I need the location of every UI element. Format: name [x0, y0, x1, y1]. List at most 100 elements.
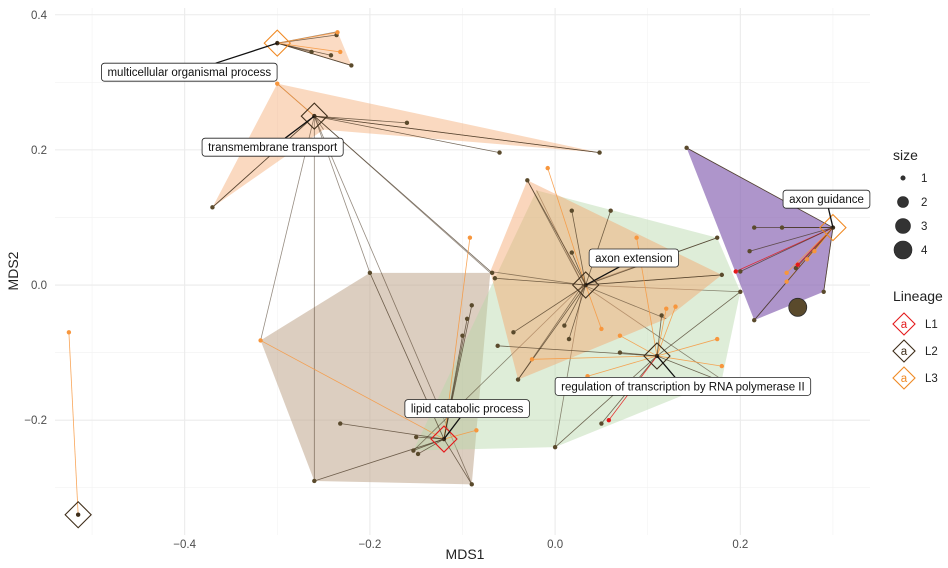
data-point [752, 317, 757, 323]
data-point [275, 81, 280, 86]
data-point [404, 120, 410, 126]
data-point [545, 165, 550, 171]
callout-pointer [827, 208, 834, 228]
data-point [467, 235, 473, 240]
cluster-spoke [526, 180, 584, 286]
data-point [492, 276, 498, 281]
x-tick-label: 0.0 [547, 539, 563, 551]
data-point [793, 265, 799, 271]
edge-line [277, 42, 341, 53]
edge-line [585, 284, 602, 330]
callout-pointer [443, 417, 461, 440]
edge-line [740, 227, 834, 272]
data-point [634, 235, 639, 240]
edge-line [314, 438, 445, 482]
data-points [66, 30, 826, 487]
edge-line [656, 308, 667, 357]
lineage-legend-key [892, 339, 916, 363]
edge-line [443, 438, 473, 485]
lineage-key-glyph: a [901, 319, 908, 331]
edge-line [314, 115, 600, 153]
hub-diamond [300, 102, 329, 130]
data-point [312, 478, 317, 484]
hub-diamond [819, 213, 847, 242]
edge-line [277, 83, 315, 117]
data-point [66, 330, 72, 335]
data-point [733, 269, 738, 274]
edge-line [497, 345, 658, 357]
hub-diamond [643, 342, 671, 370]
lineage-legend-label: L2 [925, 346, 938, 358]
callout-pointer [215, 42, 278, 64]
size-legend-key [895, 218, 911, 234]
edge-line [314, 115, 500, 153]
data-point [338, 421, 343, 426]
y-axis-ticks: −0.2 0.0 0.2 0.4 [24, 10, 47, 427]
edge-line [277, 34, 337, 44]
hub-center-point [75, 512, 81, 517]
callout-box [404, 399, 530, 419]
data-point [606, 417, 612, 423]
cluster-spoke [582, 284, 741, 293]
data-point [328, 53, 334, 58]
callout-pointer [656, 355, 676, 378]
edge-line [753, 227, 834, 321]
edge-line [417, 438, 445, 455]
cluster-spoke [490, 271, 583, 286]
callout-box [201, 137, 344, 157]
data-point [552, 444, 558, 450]
data-point [684, 145, 689, 151]
data-point [597, 150, 602, 155]
data-point [719, 272, 725, 278]
cluster-hull [490, 180, 722, 380]
data-point [714, 336, 720, 342]
hub-diamond [263, 29, 292, 57]
callout-box [588, 248, 679, 268]
edge-line [585, 274, 722, 286]
callout-label: multicellular organismal process [107, 67, 271, 79]
cluster-spoke [554, 284, 584, 448]
callout-label: axon extension [595, 253, 672, 265]
data-point [784, 270, 789, 276]
edge-line [513, 284, 586, 333]
data-point [569, 208, 574, 213]
data-point [804, 257, 810, 262]
y-axis-title: MDS2 [5, 251, 21, 290]
y-tick-label: −0.2 [24, 415, 47, 427]
lineage-legend-label: L3 [925, 373, 938, 385]
callout-box [554, 376, 812, 396]
x-axis-title: MDS1 [446, 546, 485, 562]
callout-box [782, 189, 871, 209]
data-point [411, 448, 416, 453]
data-point [747, 249, 752, 254]
size-legend-label: 4 [921, 245, 928, 257]
data-point [258, 338, 263, 343]
data-point [497, 150, 502, 155]
x-axis-ticks: −0.4 −0.2 0.0 0.2 [173, 539, 748, 551]
size-legend-keys: 1 2 3 4 [893, 173, 928, 260]
x-tick-label: 0.2 [732, 539, 748, 551]
hub-diamond [430, 425, 458, 453]
data-point [738, 289, 743, 294]
data-point [335, 30, 340, 35]
callout-label: axon guidance [789, 194, 864, 206]
cluster-spoke [413, 284, 584, 451]
data-point [812, 249, 817, 254]
data-point [738, 269, 743, 274]
edge-line [526, 180, 587, 286]
data-point [562, 323, 567, 328]
data-point [338, 49, 343, 55]
y-tick-label: 0.0 [31, 280, 47, 292]
edge-line [686, 147, 834, 228]
data-point [469, 482, 474, 487]
size-legend-title: size [893, 147, 918, 163]
y-tick-label: 0.2 [31, 145, 47, 157]
edge-line [656, 355, 718, 380]
data-point [495, 343, 500, 349]
callout-label: lipid catabolic process [411, 404, 524, 416]
data-point [659, 313, 664, 318]
data-point [569, 250, 574, 255]
data-point [566, 336, 572, 342]
cluster-hull [686, 147, 833, 321]
edge-line [494, 277, 586, 286]
